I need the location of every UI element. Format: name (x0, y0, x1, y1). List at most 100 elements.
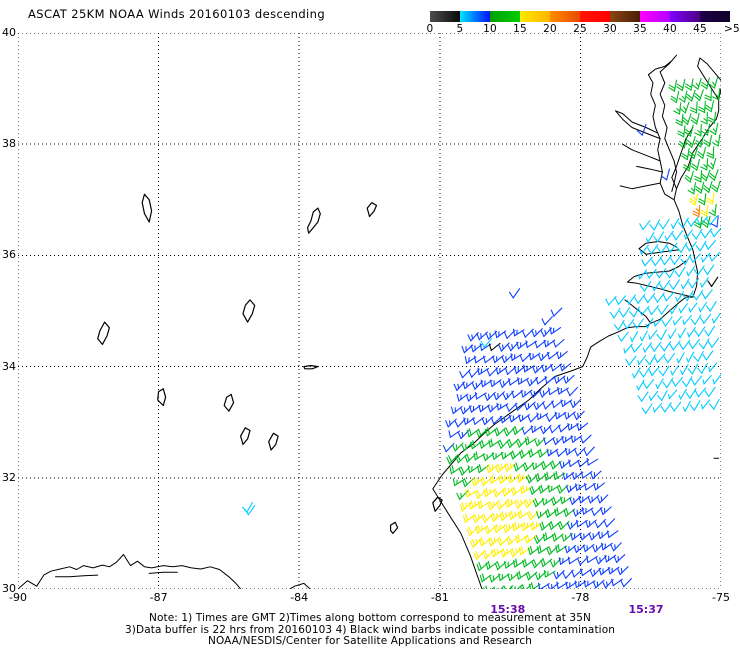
colorbar-segment-25-30 (580, 11, 610, 22)
wind-barb (620, 577, 633, 588)
wind-barb (637, 305, 650, 316)
wind-barb (559, 362, 572, 372)
wind-barb (637, 391, 649, 402)
wind-barb (687, 182, 697, 195)
wind-barb (524, 436, 537, 446)
wind-barb (491, 548, 504, 558)
wind-barb (517, 509, 530, 519)
wind-barb (662, 377, 674, 389)
wind-barb (554, 507, 567, 517)
wind-barb (629, 306, 640, 318)
colorbar-tick-8: 40 (663, 23, 677, 35)
wind-barb (549, 557, 562, 568)
wind-barb (557, 387, 569, 395)
wind-barb (706, 157, 717, 170)
wind-barb (682, 290, 694, 302)
wind-barb (680, 278, 690, 290)
island-10 (432, 496, 443, 512)
wind-barb (479, 573, 492, 583)
wind-barb (656, 243, 669, 254)
wind-barb (541, 363, 554, 373)
wind-barb (597, 530, 610, 540)
colorbar-tick-1: 5 (456, 23, 464, 35)
wind-barb (711, 313, 721, 324)
wind-barb (579, 434, 592, 444)
wind-barb (699, 313, 712, 324)
wind-barb (609, 307, 621, 319)
wind-barb (660, 168, 671, 181)
wind-barb (638, 269, 648, 280)
wind-barb (474, 489, 487, 500)
wind-barb (701, 123, 711, 136)
wind-barb (562, 374, 575, 384)
wind-barb (459, 502, 472, 512)
wind-barb (685, 351, 695, 363)
wind-barb (586, 457, 599, 466)
wind-barb (552, 338, 565, 348)
wind-barb (658, 279, 671, 291)
wind-barb (631, 367, 641, 379)
wind-barb (689, 253, 701, 263)
wind-barb (589, 470, 602, 480)
wind-barb (710, 227, 721, 238)
wind-barb (531, 328, 543, 338)
wind-barb (591, 543, 604, 553)
island-6 (240, 427, 251, 445)
wind-barb (670, 218, 680, 230)
wind-barb (556, 350, 568, 360)
wind-barb (613, 554, 626, 564)
wind-barb (681, 376, 693, 388)
wind-barb (698, 301, 708, 313)
map-canvas (18, 33, 721, 589)
wind-barb (693, 265, 705, 276)
wind-barb (704, 386, 716, 398)
colorbar-tick-9: 45 (693, 23, 707, 35)
wind-barb (642, 378, 655, 389)
map-plot-area (18, 33, 721, 589)
wind-barb (596, 494, 609, 504)
wind-barb (706, 192, 715, 205)
wind-barb (683, 229, 693, 240)
wind-barb (603, 518, 616, 528)
wind-barb (473, 550, 485, 560)
wind-barb (651, 255, 663, 267)
colorbar-tick-0: 0 (426, 23, 434, 35)
x-tick--81: -81 (430, 591, 449, 604)
wind-barb (639, 281, 652, 292)
wind-barb (572, 507, 585, 517)
wind-barb (655, 267, 667, 279)
wind-barb (605, 295, 617, 306)
island-5 (223, 393, 235, 412)
wind-barb (680, 364, 689, 376)
wind-barb (508, 288, 521, 299)
colorbar-segment-45-50 (700, 11, 730, 22)
wind-barb (695, 240, 707, 252)
wind-barb (671, 376, 684, 387)
wind-barb (471, 380, 484, 390)
wind-barb (569, 495, 582, 506)
wind-barb (626, 294, 636, 305)
wind-barb (684, 170, 694, 183)
colorbar-legend: 0 5 10 15 20 25 30 35 40 45 >50 knots (426, 11, 740, 37)
x-tick--87: -87 (149, 591, 168, 604)
wind-barb (670, 91, 680, 104)
coastline-12 (619, 182, 661, 190)
wind-barb (530, 521, 543, 531)
colorbar-segment-15-20 (520, 11, 550, 22)
wind-barb (698, 193, 707, 206)
wind-barb (679, 101, 690, 114)
footer-notes: Note: 1) Times are GMT 2)Times along bot… (0, 612, 740, 648)
wind-barb (642, 342, 652, 353)
x-tick--75: -75 (712, 591, 730, 604)
wind-barb (515, 438, 528, 448)
wind-barb (670, 254, 682, 265)
wind-barb (656, 328, 668, 341)
wind-barb (671, 230, 684, 241)
wind-barb (617, 331, 629, 342)
wind-barb (530, 425, 543, 434)
wind-barb (574, 580, 587, 589)
wind-barb (244, 504, 256, 516)
wind-barb (652, 402, 663, 413)
wind-barb (505, 498, 518, 508)
wind-barb (705, 301, 717, 312)
